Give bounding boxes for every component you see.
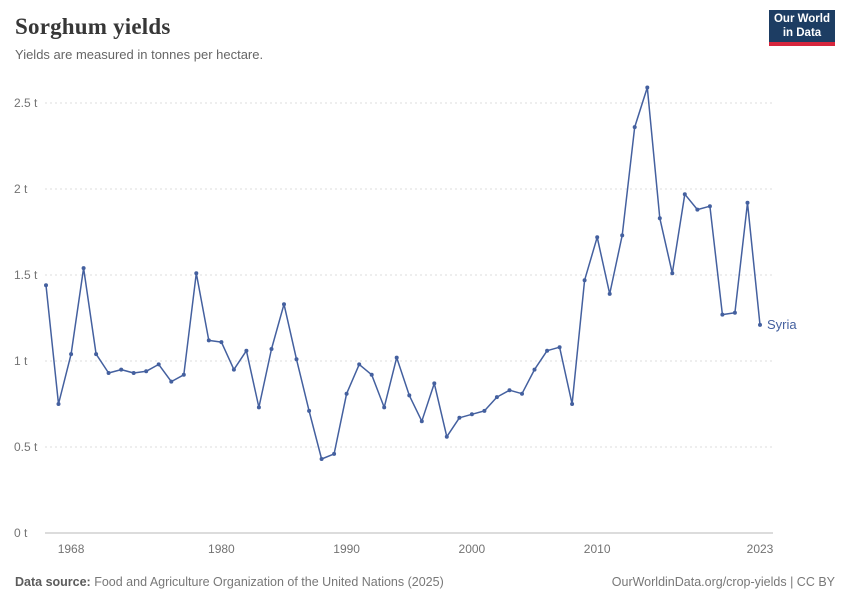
data-point	[56, 402, 61, 406]
y-tick-label: 2.5 t	[14, 96, 38, 110]
entity-label: Syria	[767, 317, 797, 332]
data-point	[570, 402, 575, 406]
data-point	[382, 405, 387, 410]
data-point	[269, 347, 274, 351]
data-point	[670, 271, 675, 276]
data-point	[582, 278, 587, 283]
data-point	[432, 381, 437, 386]
y-tick-label: 2 t	[14, 182, 28, 196]
data-point	[407, 393, 412, 398]
data-point	[758, 322, 762, 327]
data-point	[81, 266, 86, 271]
data-point	[282, 302, 286, 307]
data-point	[732, 310, 737, 315]
data-point	[745, 200, 750, 205]
data-point	[720, 312, 725, 317]
x-tick-label: 2023	[747, 542, 774, 556]
data-point	[444, 434, 449, 439]
data-point	[369, 372, 374, 377]
x-tick-label: 1980	[208, 542, 235, 556]
y-tick-label: 0 t	[14, 526, 28, 540]
chart-subtitle: Yields are measured in tonnes per hectar…	[15, 47, 264, 62]
data-point	[532, 367, 537, 372]
chart-canvas[interactable]: 0 t 0.5 t 1 t 1.5 t 2 t 2.5 t 1968 1980 1990 2000…	[0, 75, 850, 570]
data-point	[494, 395, 499, 400]
data-point	[156, 362, 161, 367]
data-point	[144, 369, 149, 374]
data-point	[357, 362, 362, 367]
x-tick-label: 2010	[584, 542, 611, 556]
data-point	[520, 391, 524, 396]
data-point	[645, 85, 650, 90]
data-source: Data source: Food and Agriculture Organi…	[15, 575, 444, 589]
data-point	[419, 419, 424, 424]
data-point	[595, 235, 600, 240]
data-point	[219, 340, 224, 345]
owid-citation-link[interactable]: OurWorldinData.org/crop-yields | CC BY	[611, 575, 835, 589]
logo-line1: Our World	[773, 12, 830, 25]
data-point	[106, 371, 111, 375]
data-point	[206, 338, 211, 343]
data-point	[319, 457, 324, 461]
data-point	[169, 379, 174, 384]
data-point	[695, 207, 700, 212]
data-point	[94, 352, 99, 357]
data-point	[507, 388, 512, 393]
data-point	[657, 216, 662, 221]
data-point	[332, 451, 337, 456]
data-point	[344, 391, 349, 396]
y-tick-label: 1 t	[14, 354, 28, 368]
x-tick-label: 2000	[459, 542, 486, 556]
data-point	[469, 412, 474, 417]
data-point	[69, 352, 74, 357]
logo-line2: in Data	[782, 27, 822, 39]
data-point	[131, 371, 136, 375]
data-point	[244, 348, 249, 353]
chart-header: Sorghum yields Yields are measured in to…	[15, 14, 750, 62]
data-point	[194, 271, 199, 276]
data-point	[119, 367, 124, 372]
page-title: Sorghum yields	[15, 14, 171, 39]
data-point	[632, 125, 637, 130]
data-point	[294, 357, 299, 362]
data-point	[620, 233, 625, 238]
x-tick-label: 1968	[58, 542, 85, 556]
chart-footer: Data source: Food and Agriculture Organi…	[15, 575, 835, 589]
x-tick-label: 1990	[333, 542, 360, 556]
data-point	[394, 355, 399, 360]
data-point	[181, 372, 186, 377]
data-line	[45, 86, 761, 460]
data-source-text: Food and Agriculture Organization of the…	[94, 575, 444, 589]
data-point	[707, 204, 712, 209]
y-tick-label: 1.5 t	[14, 268, 38, 282]
data-point	[256, 405, 261, 410]
owid-logo[interactable]: Our World in Data	[769, 10, 835, 46]
data-point	[482, 408, 487, 413]
y-tick-label: 0.5 t	[14, 440, 38, 454]
data-point	[545, 348, 550, 353]
data-source-label: Data source:	[15, 575, 91, 589]
data-point	[44, 283, 48, 288]
data-point	[231, 367, 236, 372]
data-point	[607, 291, 612, 296]
data-point	[682, 192, 687, 197]
data-point	[457, 415, 462, 420]
data-point	[557, 345, 562, 350]
data-point	[307, 408, 312, 413]
